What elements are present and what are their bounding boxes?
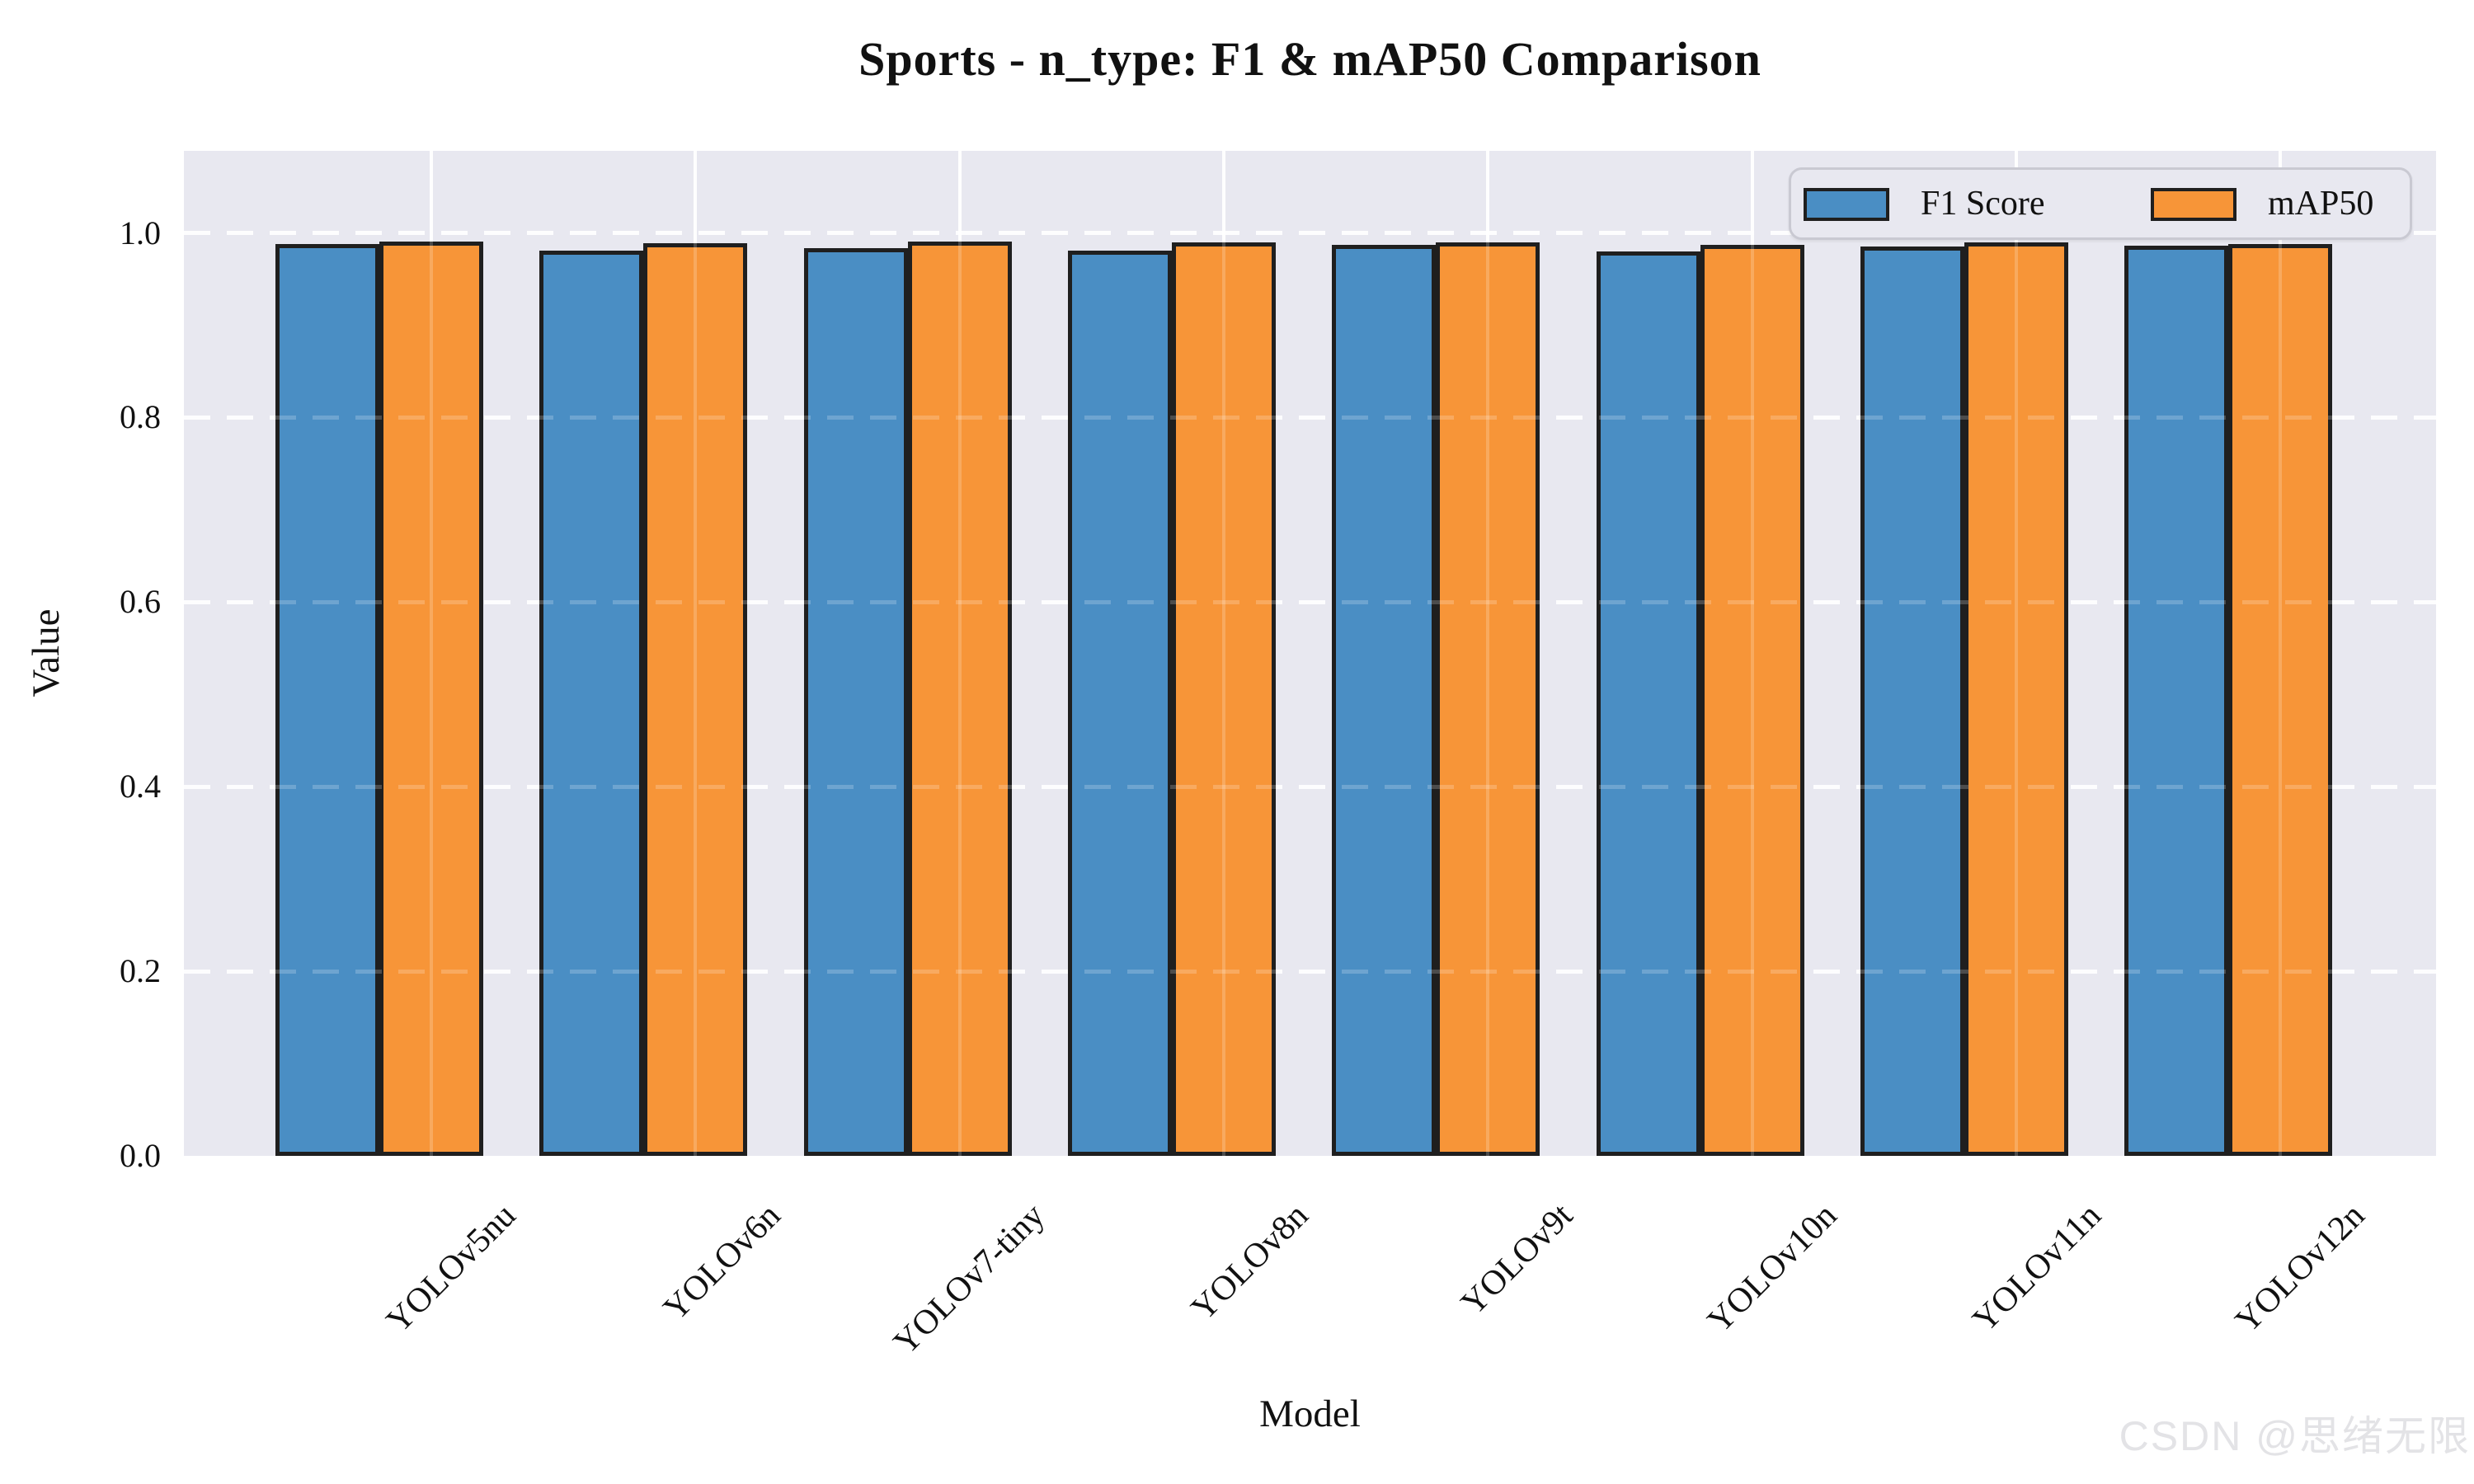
bar-f1-YOLOv8n [1067, 250, 1172, 1156]
gridline-x-YOLOv11n [2014, 151, 2018, 1156]
ytick-label-0.8: 0.8 [120, 398, 161, 436]
xtick-label-YOLOv8n: YOLOv8n [1184, 1196, 1316, 1328]
gridline-y-0.8 [184, 415, 2436, 420]
gridline-x-YOLOv12n [2279, 151, 2283, 1156]
gridline-x-YOLOv12n [2279, 151, 2283, 1156]
legend-swatch-f1-score [1804, 188, 1889, 221]
gridline-x-YOLOv7-tiny [957, 151, 962, 1156]
gridline-x-YOLOv9t [1486, 151, 1490, 1156]
xtick-label-YOLOv7-tiny: YOLOv7-tiny [886, 1196, 1052, 1363]
xtick-label-YOLOv11n: YOLOv11n [1965, 1196, 2109, 1340]
gridline-x-YOLOv6n [694, 151, 698, 1156]
gridline-y-0.4 [184, 784, 2436, 789]
ytick-label-0.2: 0.2 [120, 952, 161, 990]
chart-title: Sports - n_type: F1 & mAP50 Comparison [858, 32, 1761, 86]
legend-swatch-map50 [2151, 188, 2236, 221]
x-axis-label: Model [1259, 1392, 1361, 1435]
gridline-y-0.2 [184, 969, 2436, 974]
gridline-x-YOLOv6n [694, 151, 698, 1156]
gridline-x-YOLOv10n [1750, 151, 1754, 1156]
plot-area [184, 151, 2436, 1156]
bar-f1-YOLOv11n [1860, 247, 1964, 1156]
xtick-label-YOLOv12n: YOLOv12n [2228, 1196, 2373, 1341]
bar-f1-YOLOv5nu [275, 244, 379, 1156]
ytick-label-1.0: 1.0 [120, 214, 161, 251]
gridline-x-YOLOv8n [1221, 151, 1225, 1156]
gridlines-over [184, 151, 2436, 1156]
ytick-label-0.4: 0.4 [120, 768, 161, 805]
bar-f1-YOLOv6n [539, 250, 644, 1156]
bar-f1-YOLOv12n [2124, 246, 2229, 1156]
gridline-x-YOLOv9t [1486, 151, 1490, 1156]
bar-map50-YOLOv8n [1171, 242, 1276, 1156]
gridline-x-YOLOv5nu [430, 151, 433, 1156]
watermark: CSDN @思绪无限 [2119, 1413, 2471, 1459]
bar-map50-YOLOv9t [1436, 242, 1540, 1156]
legend-label-map50: mAP50 [2268, 185, 2374, 223]
gridline-x-YOLOv11n [2014, 151, 2018, 1156]
y-axis-label: Value [25, 608, 68, 697]
xtick-label-YOLOv10n: YOLOv10n [1700, 1196, 1845, 1341]
xtick-label-YOLOv5nu: YOLOv5nu [379, 1196, 524, 1341]
bar-map50-YOLOv6n [643, 242, 748, 1156]
bar-map50-YOLOv12n [2228, 244, 2333, 1156]
bar-f1-YOLOv7-tiny [803, 247, 908, 1156]
ytick-label-0.6: 0.6 [120, 583, 161, 621]
gridline-y-0.8 [184, 415, 2436, 420]
gridline-y-0.6 [184, 599, 2436, 604]
gridline-x-YOLOv7-tiny [957, 151, 962, 1156]
legend: F1 Score mAP50 [1789, 167, 2412, 240]
bars-layer [184, 151, 2436, 1156]
gridlines-under [184, 151, 2436, 1156]
gridline-x-YOLOv5nu [430, 151, 433, 1156]
gridline-x-YOLOv8n [1221, 151, 1225, 1156]
bar-map50-YOLOv5nu [379, 241, 483, 1156]
bar-map50-YOLOv7-tiny [907, 241, 1012, 1156]
bar-map50-YOLOv10n [1700, 245, 1804, 1156]
xtick-label-YOLOv6n: YOLOv6n [656, 1196, 788, 1328]
bar-map50-YOLOv11n [1964, 242, 2068, 1156]
ytick-label-0.0: 0.0 [120, 1137, 161, 1174]
bar-f1-YOLOv10n [1596, 251, 1700, 1156]
gridline-y-0.6 [184, 599, 2436, 604]
gridline-y-0.2 [184, 969, 2436, 974]
gridline-y-0.4 [184, 784, 2436, 789]
bar-f1-YOLOv9t [1332, 245, 1437, 1156]
gridline-x-YOLOv10n [1750, 151, 1754, 1156]
xtick-label-YOLOv9t: YOLOv9t [1454, 1196, 1581, 1323]
legend-label-f1-score: F1 Score [1921, 185, 2045, 223]
